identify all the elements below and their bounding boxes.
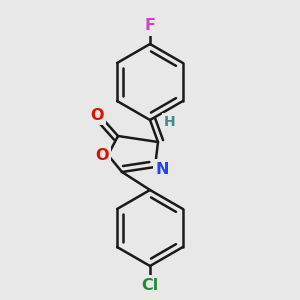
Text: Cl: Cl	[141, 278, 159, 292]
Text: O: O	[90, 107, 104, 122]
Text: O: O	[95, 148, 109, 163]
Text: F: F	[145, 19, 155, 34]
Text: H: H	[164, 115, 176, 129]
Text: N: N	[155, 161, 169, 176]
